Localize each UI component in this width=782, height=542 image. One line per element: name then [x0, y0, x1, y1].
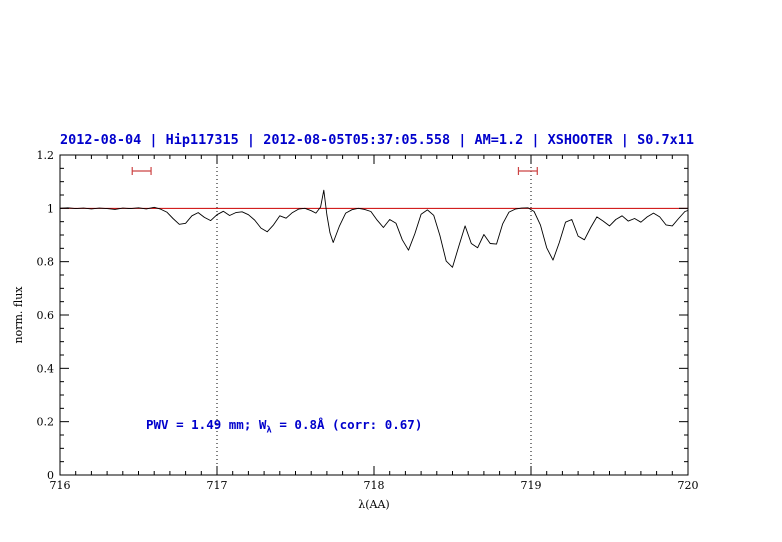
annotation-text-before: PWV = 1.49 mm; W — [146, 417, 267, 432]
x-tick-label: 716 — [50, 479, 71, 492]
annotation-lambda-subscript: λ — [266, 425, 272, 436]
y-tick-label: 1 — [47, 202, 54, 215]
x-axis-label: λ(AA) — [358, 498, 390, 511]
y-tick-label: 0.4 — [37, 362, 55, 375]
y-tick-label: 0 — [47, 469, 54, 482]
y-tick-label: 0.6 — [37, 309, 55, 322]
pwv-annotation: PWV = 1.49 mm; Wλ = 0.8Å (corr: 0.67) — [146, 417, 422, 436]
y-axis-label: norm. flux — [12, 286, 25, 344]
x-tick-label: 717 — [207, 479, 228, 492]
pwv-band-marker — [517, 167, 538, 175]
x-tick-label: 718 — [364, 479, 385, 492]
y-tick-label: 1.2 — [37, 149, 55, 162]
x-tick-label: 719 — [521, 479, 542, 492]
y-tick-label: 0.2 — [37, 416, 55, 429]
plot-title: 2012-08-04 | Hip117315 | 2012-08-05T05:3… — [60, 132, 694, 148]
x-tick-label: 720 — [678, 479, 699, 492]
y-tick-label: 0.8 — [37, 256, 55, 269]
annotation-text-after: = 0.8Å (corr: 0.67) — [271, 417, 423, 432]
pwv-band-marker — [131, 167, 152, 175]
spectrum-line — [59, 189, 689, 268]
